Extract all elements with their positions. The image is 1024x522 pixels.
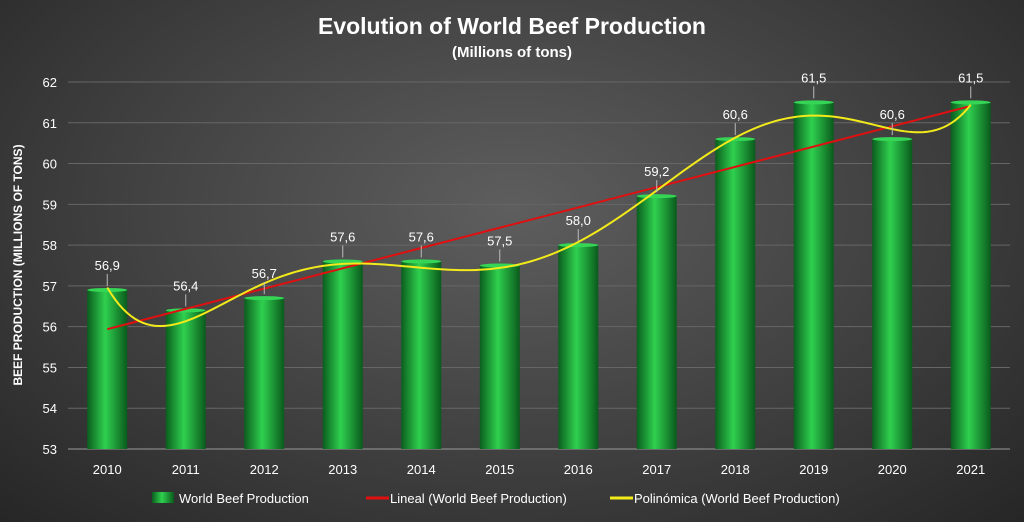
legend-swatch-bars — [152, 492, 174, 503]
x-tick-label: 2012 — [250, 462, 279, 477]
data-label: 57,5 — [487, 234, 512, 249]
data-label: 59,2 — [644, 164, 669, 179]
bar — [950, 102, 991, 449]
x-tick-label: 2011 — [172, 462, 200, 477]
chart-title: Evolution of World Beef Production — [318, 13, 706, 39]
data-label: 60,6 — [880, 107, 905, 122]
bar-top — [872, 137, 913, 142]
bar-top — [244, 296, 285, 301]
bar — [401, 261, 442, 449]
linear-trendline — [106, 105, 972, 331]
data-label: 56,9 — [95, 258, 120, 273]
legend: World Beef Production Lineal (World Beef… — [152, 491, 840, 506]
bar — [165, 310, 206, 449]
bar — [636, 196, 677, 449]
bar — [715, 139, 756, 450]
y-tick-label: 61 — [43, 116, 57, 131]
x-tick-label: 2015 — [485, 462, 514, 477]
bar-top — [558, 243, 599, 248]
bar — [87, 289, 128, 449]
data-label: 56,4 — [173, 278, 198, 293]
chart-subtitle: (Millions of tons) — [452, 44, 572, 61]
y-tick-label: 54 — [43, 401, 57, 416]
y-tick-label: 62 — [43, 75, 57, 90]
legend-label-linear: Lineal (World Beef Production) — [390, 491, 567, 506]
bar-top — [401, 259, 442, 264]
legend-label-polynomial: Polinómica (World Beef Production) — [634, 491, 840, 506]
polynomial-trendline — [106, 104, 972, 328]
bar-top — [322, 259, 363, 264]
legend-label-bars: World Beef Production — [179, 491, 309, 506]
y-tick-label: 58 — [43, 238, 57, 253]
x-tick-label: 2010 — [93, 462, 122, 477]
x-tick-label: 2021 — [956, 462, 985, 477]
bar-top — [636, 194, 677, 199]
data-label: 61,5 — [958, 70, 983, 85]
x-tick-label: 2019 — [799, 462, 828, 477]
data-label: 60,6 — [723, 107, 748, 122]
y-tick-label: 59 — [43, 197, 57, 212]
bar — [558, 245, 599, 449]
bar-top — [950, 100, 991, 105]
data-label: 56,7 — [252, 266, 277, 281]
bar-top — [793, 100, 834, 105]
x-tick-label: 2013 — [328, 462, 357, 477]
y-tick-label: 57 — [43, 279, 57, 294]
bar — [872, 139, 913, 450]
y-tick-label: 53 — [43, 442, 57, 457]
data-label: 57,6 — [409, 229, 434, 244]
bar — [322, 261, 363, 449]
bar — [793, 102, 834, 449]
bar — [244, 298, 285, 449]
data-label: 61,5 — [801, 70, 826, 85]
data-label: 57,6 — [330, 229, 355, 244]
x-tick-label: 2018 — [721, 462, 750, 477]
data-label: 58,0 — [566, 213, 591, 228]
x-tick-label: 2017 — [642, 462, 671, 477]
y-tick-label: 55 — [43, 360, 57, 375]
bar-top — [715, 137, 756, 142]
x-tick-label: 2020 — [878, 462, 907, 477]
y-axis-label: BEEF PRODUCTION (MILLIONS OF TONS) — [11, 144, 25, 385]
x-tick-label: 2016 — [564, 462, 593, 477]
y-tick-label: 56 — [43, 320, 57, 335]
x-tick-label: 2014 — [407, 462, 436, 477]
bar — [479, 265, 520, 449]
bar-top — [87, 287, 128, 292]
y-tick-label: 60 — [43, 157, 57, 172]
